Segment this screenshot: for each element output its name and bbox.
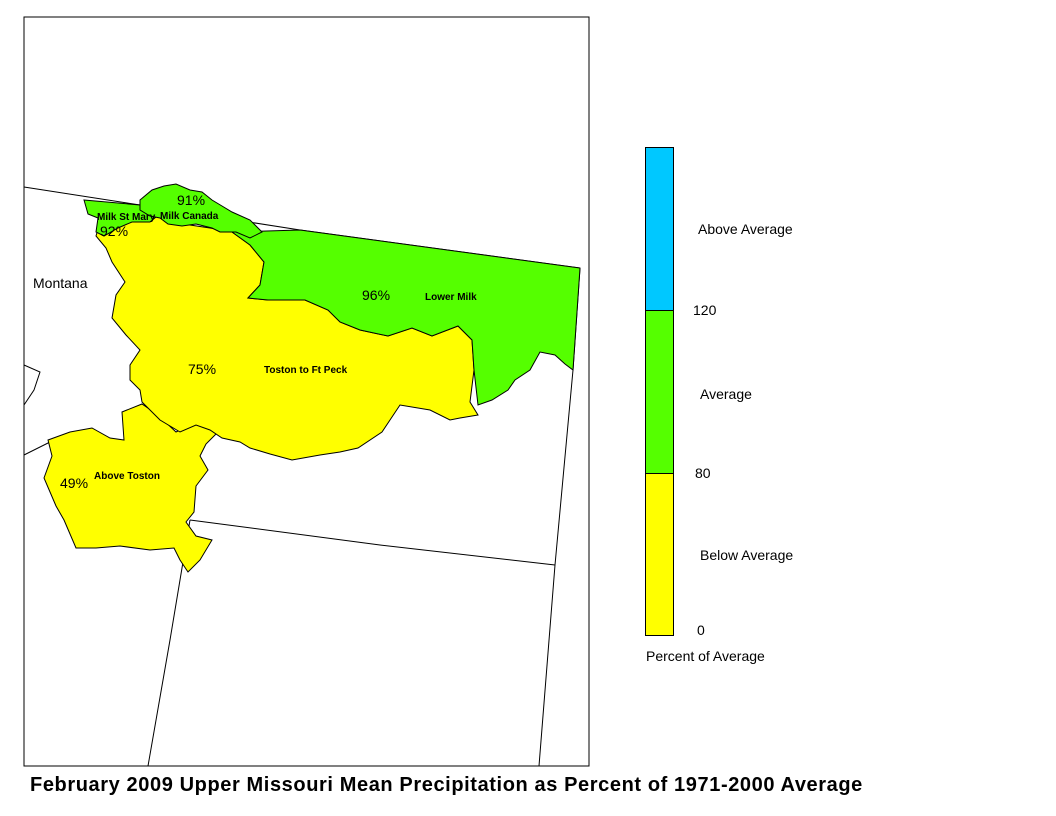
basin-milk-canada[interactable] (139, 183, 263, 239)
state-label: Montana (33, 275, 88, 291)
basin-name-label: Lower Milk (425, 292, 477, 303)
page-title: February 2009 Upper Missouri Mean Precip… (30, 774, 863, 796)
legend-swatch-average (645, 310, 674, 474)
legend-title: Percent of Average (646, 648, 765, 664)
legend-category-label: Average (700, 386, 752, 402)
basin-percent-label: 96% (362, 287, 390, 303)
basin-percent-label: 91% (177, 192, 205, 208)
south-state-border-line (189, 519, 556, 566)
legend-swatch-below (645, 473, 674, 636)
legend-category-label: Below Average (700, 547, 794, 563)
legend-tick-label: 120 (693, 302, 717, 318)
basin-name-label: Milk Canada (160, 211, 219, 222)
legend-tick-label: 0 (697, 622, 705, 638)
basin-name-label: Milk St Mary (97, 212, 156, 223)
basin-percent-label: 49% (60, 475, 88, 491)
basin-lower-milk[interactable] (230, 229, 581, 406)
legend-tick-label: 80 (695, 465, 711, 481)
basin-percent-label: 75% (188, 361, 216, 377)
basin-above-toston[interactable] (43, 403, 219, 573)
basin-name-label: Toston to Ft Peck (264, 365, 348, 376)
basin-name-label: Above Toston (94, 471, 160, 482)
basin-percent-label: 92% (100, 223, 128, 239)
idaho-border-line (23, 364, 41, 406)
legend-swatch-above (645, 147, 674, 311)
legend-category-label: Above Average (698, 221, 793, 237)
